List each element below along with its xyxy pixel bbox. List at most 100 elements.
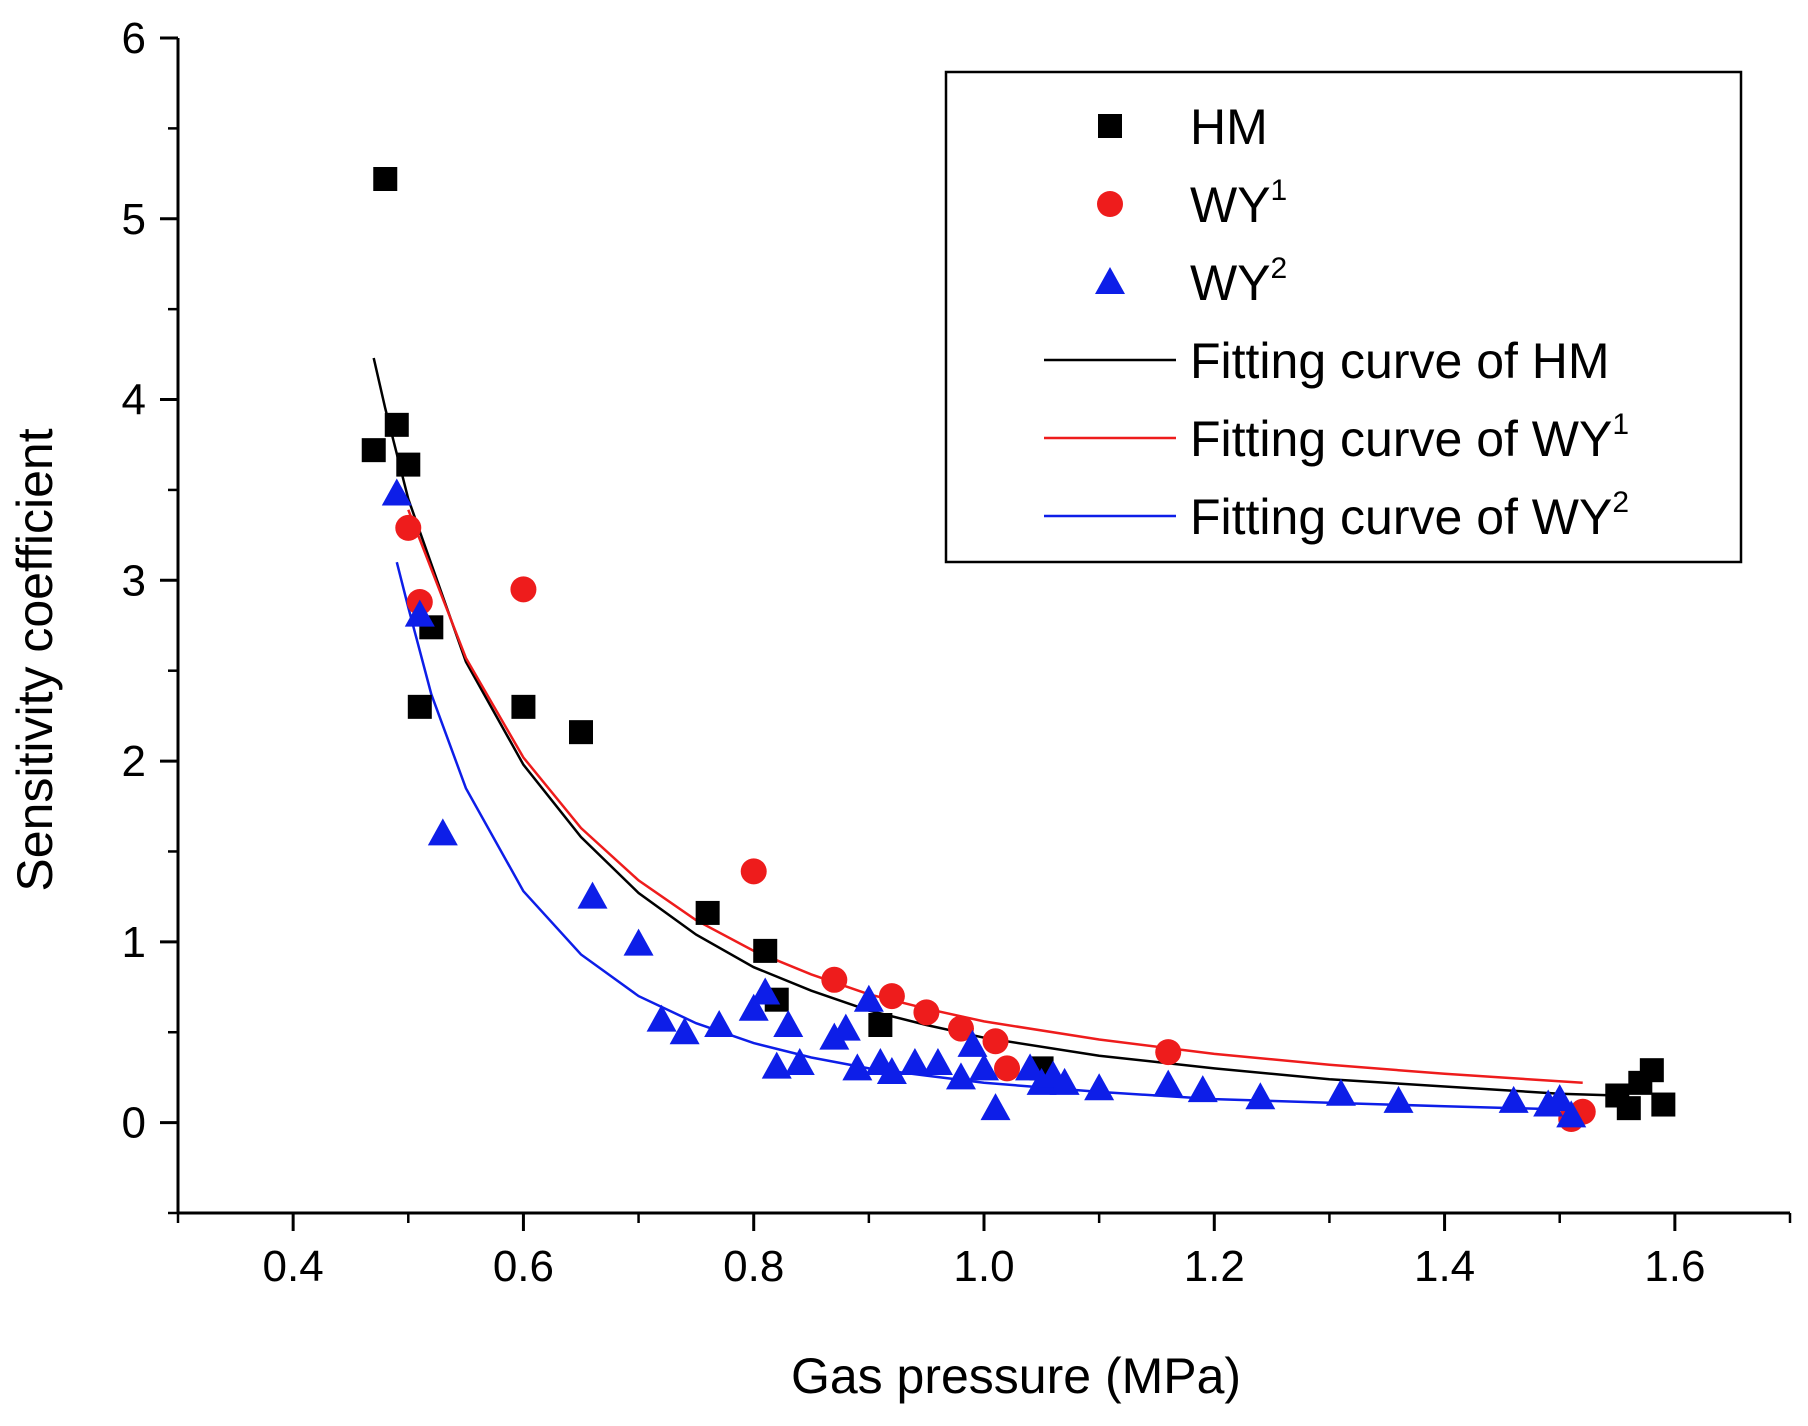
wy2-point xyxy=(623,928,654,956)
wy2-point xyxy=(1325,1078,1356,1106)
wy2-point xyxy=(669,1017,700,1045)
legend-label-text: WY xyxy=(1190,177,1271,233)
wy2-point xyxy=(1383,1085,1414,1113)
y-tick-label: 1 xyxy=(122,918,146,967)
wy2-point xyxy=(1084,1073,1115,1101)
legend-wy1-symbol xyxy=(1097,191,1123,217)
wy2-point xyxy=(980,1093,1011,1121)
legend-label-superscript: 2 xyxy=(1271,252,1288,285)
x-tick-label: 0.6 xyxy=(493,1242,554,1291)
fitting-curve-of-wy1-line xyxy=(407,509,1583,1085)
wy1-point xyxy=(1155,1039,1182,1066)
legend-label-text: HM xyxy=(1190,99,1268,155)
wy2-point xyxy=(945,1062,976,1090)
legend-fitting-curve-of-wy2-label: Fitting curve of WY2 xyxy=(1190,486,1629,545)
legend-wy2-label: WY2 xyxy=(1190,252,1287,311)
wy2-point xyxy=(404,599,435,627)
y-axis-title: Sensitivity coefficient xyxy=(7,428,63,891)
hm-point xyxy=(1651,1092,1676,1117)
wy2-point xyxy=(969,1053,999,1081)
legend-wy2-symbol xyxy=(1095,267,1125,294)
wy2-point xyxy=(1556,1100,1587,1128)
hm-point xyxy=(1639,1058,1664,1083)
wy2-point xyxy=(842,1053,873,1081)
hm-point xyxy=(384,412,409,437)
wy2-point xyxy=(922,1047,953,1075)
hm-series xyxy=(361,167,1676,1121)
wy2-point xyxy=(1498,1085,1529,1113)
hm-point xyxy=(1616,1096,1641,1121)
y-tick-label: 5 xyxy=(122,195,146,244)
wy2-point xyxy=(761,1051,792,1079)
legend-label-text: Fitting curve of WY xyxy=(1190,411,1612,467)
wy2-point xyxy=(830,1013,861,1041)
legend-label-superscript: 1 xyxy=(1612,408,1629,441)
wy2-point xyxy=(784,1047,815,1075)
y-tick-label: 6 xyxy=(122,14,146,63)
wy1-point xyxy=(982,1028,1009,1055)
hm-point xyxy=(569,720,593,745)
y-tick-label: 3 xyxy=(122,556,146,605)
wy2-series xyxy=(381,478,1587,1128)
wy1-point xyxy=(395,514,422,541)
wy1-series xyxy=(395,514,1596,1132)
wy2-point xyxy=(1015,1053,1046,1081)
fitting-curve-of-wy2-line xyxy=(395,561,1583,1112)
hm-point xyxy=(695,900,720,925)
x-axis-title: Gas pressure (MPa) xyxy=(791,1348,1241,1404)
legend-label-text: WY xyxy=(1190,255,1271,311)
wy2-point xyxy=(1245,1082,1276,1110)
legend-label-text: Fitting curve of HM xyxy=(1190,333,1610,389)
legend-label-text: Fitting curve of WY xyxy=(1190,489,1612,545)
wy2-point xyxy=(1153,1069,1184,1097)
wy2-point xyxy=(957,1029,988,1057)
wy2-point xyxy=(773,1010,804,1037)
hm-point xyxy=(868,1013,893,1037)
axes: 0.4 0.6 0.8 1.0 1.2 1.4 1.6 0 1 2 3 4 5 6 xyxy=(122,14,1792,1291)
x-tick-label: 0.4 xyxy=(263,1242,324,1291)
wy1-point xyxy=(913,999,940,1026)
hm-point xyxy=(396,452,421,477)
wy2-point xyxy=(1049,1067,1080,1095)
wy2-point xyxy=(899,1047,930,1075)
wy2-point xyxy=(1544,1084,1575,1112)
wy2-point xyxy=(1187,1075,1218,1103)
x-tick-label: 1.6 xyxy=(1644,1242,1705,1291)
wy2-point xyxy=(381,478,412,506)
x-tick-label: 0.8 xyxy=(723,1242,784,1291)
y-tick-label: 2 xyxy=(122,737,146,786)
hm-point xyxy=(361,438,386,463)
x-tick-label: 1.4 xyxy=(1414,1242,1475,1291)
wy2-point xyxy=(750,977,781,1005)
legend-label-superscript: 1 xyxy=(1271,174,1288,207)
wy1-point xyxy=(994,1055,1021,1082)
wy1-point xyxy=(510,576,537,603)
hm-point xyxy=(511,694,536,719)
wy2-point xyxy=(427,818,458,846)
hm-point xyxy=(373,167,398,191)
wy2-point xyxy=(577,881,608,909)
wy2-point xyxy=(646,1004,677,1032)
legend-fitting-curve-of-hm-label: Fitting curve of HM xyxy=(1190,333,1610,389)
wy1-point xyxy=(878,983,905,1010)
legend-fitting-curve-of-wy1-label: Fitting curve of WY1 xyxy=(1190,408,1629,467)
y-tick-label: 4 xyxy=(122,376,146,425)
fitting-curve-of-hm-line xyxy=(372,357,1618,1097)
wy2-point xyxy=(704,1010,735,1037)
wy2-point xyxy=(876,1057,907,1084)
hm-point xyxy=(753,938,778,963)
legend-hm-label: HM xyxy=(1190,99,1268,155)
hm-point xyxy=(407,694,432,719)
legend-box xyxy=(944,70,1743,564)
wy1-point xyxy=(740,858,767,885)
y-tick-label: 0 xyxy=(122,1099,146,1148)
wy1-point xyxy=(947,1015,974,1042)
data-points xyxy=(361,167,1676,1132)
x-tick-label: 1.0 xyxy=(953,1242,1014,1291)
wy2-point xyxy=(853,984,884,1012)
legend-hm-symbol xyxy=(1098,114,1122,138)
wy2-point xyxy=(738,993,769,1021)
legend-label-superscript: 2 xyxy=(1612,486,1629,519)
